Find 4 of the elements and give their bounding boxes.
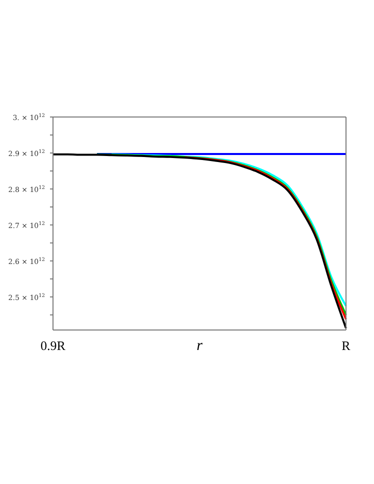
x-tick-label: 0.9R bbox=[40, 338, 66, 353]
line-series bbox=[184, 156, 347, 320]
x-axis-title: r bbox=[196, 338, 203, 354]
x-tick-label: R bbox=[342, 338, 351, 353]
